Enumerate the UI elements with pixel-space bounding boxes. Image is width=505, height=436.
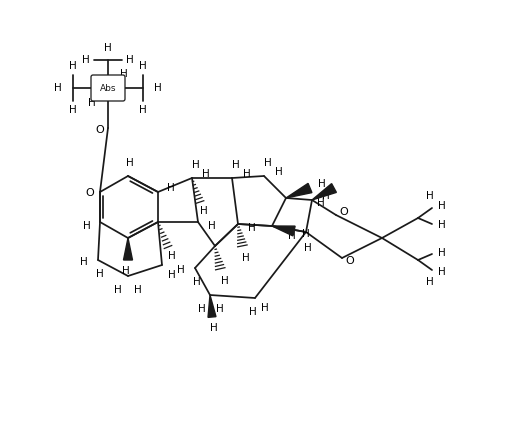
Text: H: H (437, 267, 445, 277)
Polygon shape (272, 226, 294, 236)
Text: H: H (69, 61, 77, 71)
Text: H: H (287, 231, 295, 241)
Text: H: H (248, 307, 257, 317)
Text: H: H (96, 269, 104, 279)
Text: H: H (425, 277, 433, 287)
Text: H: H (177, 265, 184, 275)
Text: H: H (88, 98, 95, 108)
Text: H: H (122, 266, 130, 276)
Text: H: H (242, 253, 249, 263)
Text: H: H (301, 229, 309, 239)
Text: H: H (242, 169, 250, 179)
Text: H: H (192, 160, 199, 170)
FancyBboxPatch shape (91, 75, 125, 101)
Text: H: H (134, 285, 141, 295)
Text: H: H (264, 158, 271, 168)
Text: H: H (437, 220, 445, 230)
Text: H: H (210, 323, 218, 333)
Text: H: H (168, 251, 176, 261)
Text: H: H (425, 191, 433, 201)
Text: H: H (318, 179, 325, 189)
Text: H: H (167, 183, 175, 193)
Text: H: H (208, 221, 216, 231)
Text: H: H (193, 277, 200, 287)
Text: H: H (200, 206, 208, 216)
Text: H: H (437, 201, 445, 211)
Text: O: O (339, 207, 347, 217)
Text: H: H (216, 304, 223, 314)
Text: H: H (304, 243, 311, 253)
Text: H: H (201, 169, 210, 179)
Text: H: H (120, 69, 128, 79)
Text: H: H (104, 43, 112, 53)
Text: H: H (114, 285, 122, 295)
Text: H: H (69, 105, 77, 115)
Text: H: H (437, 248, 445, 258)
Text: H: H (82, 55, 90, 65)
Text: H: H (275, 167, 282, 177)
Polygon shape (208, 295, 216, 317)
Text: H: H (261, 303, 268, 313)
Polygon shape (285, 184, 311, 198)
Text: H: H (221, 276, 228, 286)
Text: H: H (232, 160, 239, 170)
Text: H: H (126, 158, 134, 168)
Polygon shape (312, 184, 336, 200)
Text: H: H (154, 83, 162, 93)
Text: H: H (198, 304, 206, 314)
Text: H: H (80, 257, 88, 267)
Text: O: O (345, 256, 354, 266)
Text: Abs: Abs (99, 84, 116, 92)
Text: H: H (139, 61, 146, 71)
Text: O: O (85, 188, 94, 198)
Text: H: H (247, 223, 256, 233)
Text: H: H (168, 270, 176, 280)
Text: H: H (83, 221, 91, 231)
Text: H: H (139, 105, 146, 115)
Text: O: O (95, 125, 104, 135)
Text: H: H (126, 55, 134, 65)
Text: H: H (322, 191, 329, 201)
Text: H: H (317, 198, 324, 208)
Polygon shape (123, 238, 132, 260)
Text: H: H (54, 83, 62, 93)
